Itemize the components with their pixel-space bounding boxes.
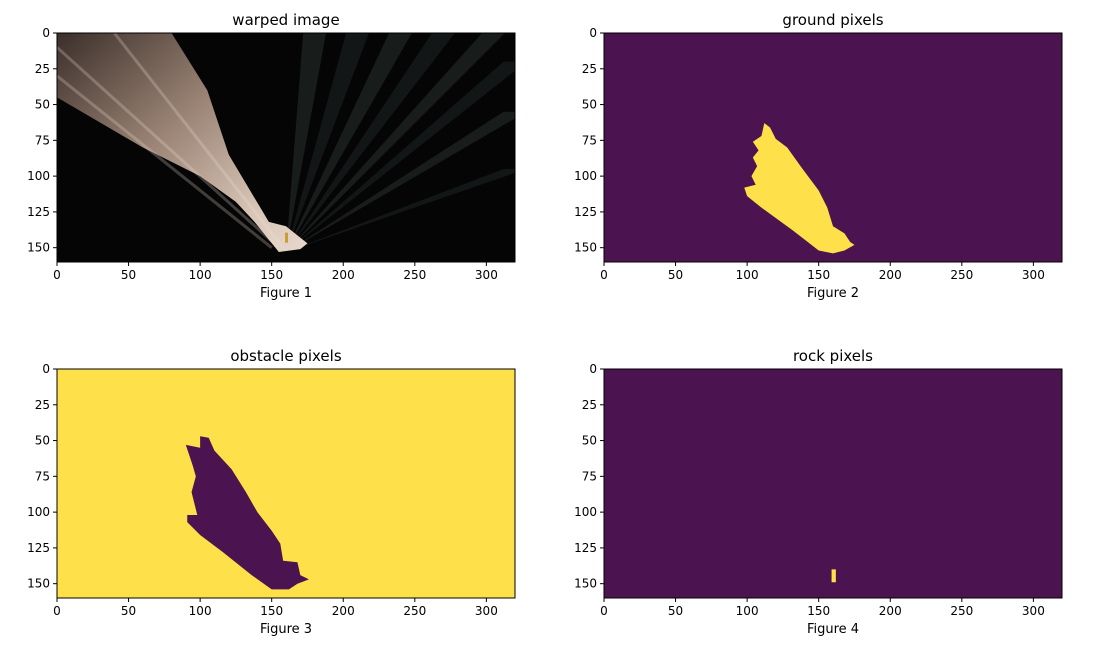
x-tick-label: 250 xyxy=(950,604,973,618)
x-tick-label: 100 xyxy=(736,604,759,618)
panel-1: warped image 0 50 100 150 200 250 300 0 25 50 75 100… xyxy=(27,11,516,301)
mask-region xyxy=(744,123,855,254)
y-tick-label: 100 xyxy=(27,505,50,519)
x-tick-label: 300 xyxy=(475,604,498,618)
x-tick-label: 100 xyxy=(189,604,212,618)
x-tick-label: 250 xyxy=(403,604,426,618)
x-tick-label: 50 xyxy=(121,604,136,618)
y-tick-label: 150 xyxy=(574,577,597,591)
x-tick-label: 200 xyxy=(879,268,902,282)
y-tick-label: 50 xyxy=(35,98,50,112)
x-tick-label: 100 xyxy=(736,268,759,282)
ray-2 xyxy=(286,33,370,252)
ray-1 xyxy=(286,33,327,252)
y-tick-label: 100 xyxy=(27,169,50,183)
plot-area xyxy=(604,33,1062,262)
x-tick-label: 0 xyxy=(53,604,61,618)
mask-background xyxy=(604,369,1062,598)
plot-area xyxy=(57,369,515,598)
y-tick-label: 75 xyxy=(35,469,50,483)
terrain-streak-3 xyxy=(57,74,273,249)
y-tick-label: 75 xyxy=(582,133,597,147)
chart-title: rock pixels xyxy=(793,347,873,365)
plot-area xyxy=(604,369,1062,598)
y-tick-label: 125 xyxy=(27,205,50,219)
x-tick-label: 150 xyxy=(260,268,283,282)
terrain-wedge xyxy=(57,33,308,252)
x-tick-label: 50 xyxy=(668,268,683,282)
y-tick-label: 25 xyxy=(582,398,597,412)
y-tick-label: 25 xyxy=(35,62,50,76)
x-tick-label: 50 xyxy=(668,604,683,618)
mask-background xyxy=(604,33,1062,262)
chart-title: warped image xyxy=(232,11,339,29)
y-tick-label: 150 xyxy=(574,241,597,255)
plot-area xyxy=(57,33,515,262)
x-tick-label: 0 xyxy=(600,604,608,618)
x-axis-label: Figure 3 xyxy=(260,622,312,637)
x-tick-label: 50 xyxy=(121,268,136,282)
ray-8 xyxy=(286,168,515,252)
mask-region xyxy=(185,436,309,590)
x-tick-label: 300 xyxy=(1022,268,1045,282)
chart-title: obstacle pixels xyxy=(230,347,341,365)
x-tick-label: 250 xyxy=(403,268,426,282)
y-tick-label: 50 xyxy=(582,98,597,112)
terrain-streak-2 xyxy=(113,33,285,249)
y-tick-label: 150 xyxy=(27,241,50,255)
y-tick-label: 75 xyxy=(582,469,597,483)
x-tick-label: 250 xyxy=(950,268,973,282)
y-tick-label: 0 xyxy=(42,26,50,40)
x-tick-label: 200 xyxy=(879,604,902,618)
x-axis-label: Figure 4 xyxy=(807,622,859,637)
panel-3: obstacle pixels 0 50 100 150 200 250 300 0 25 50 75… xyxy=(27,347,516,637)
panel-2: ground pixels 0 50 100 150 200 250 300 0 25 50 75 10… xyxy=(574,11,1063,301)
x-axis-label: Figure 1 xyxy=(260,286,312,301)
y-tick-label: 150 xyxy=(27,577,50,591)
x-tick-label: 200 xyxy=(332,268,355,282)
y-tick-label: 100 xyxy=(574,169,597,183)
x-tick-label: 150 xyxy=(260,604,283,618)
panel-4: rock pixels 0 50 100 150 200 250 300 0 25 50 75 100 1… xyxy=(574,347,1063,637)
ray-4 xyxy=(286,33,455,252)
mask-background xyxy=(57,369,515,598)
ray-7 xyxy=(286,111,515,252)
y-tick-label: 100 xyxy=(574,505,597,519)
y-tick-label: 50 xyxy=(35,434,50,448)
y-tick-label: 25 xyxy=(35,398,50,412)
y-tick-label: 125 xyxy=(574,541,597,555)
y-tick-label: 75 xyxy=(35,133,50,147)
axes-frame xyxy=(603,368,1063,599)
x-tick-label: 0 xyxy=(600,268,608,282)
x-tick-label: 150 xyxy=(807,604,830,618)
x-tick-label: 300 xyxy=(1022,604,1045,618)
x-tick-label: 200 xyxy=(332,604,355,618)
chart-title: ground pixels xyxy=(782,11,883,29)
x-tick-label: 150 xyxy=(807,268,830,282)
ray-3 xyxy=(286,33,412,252)
mask-region xyxy=(831,569,836,583)
rock-speck xyxy=(285,232,288,243)
y-tick-label: 125 xyxy=(27,541,50,555)
x-tick-label: 300 xyxy=(475,268,498,282)
ray-5 xyxy=(286,33,505,252)
y-tick-label: 0 xyxy=(42,362,50,376)
x-tick-label: 0 xyxy=(53,268,61,282)
y-tick-label: 0 xyxy=(589,26,597,40)
axes-frame xyxy=(56,368,516,599)
axes-frame xyxy=(56,32,516,263)
y-tick-label: 125 xyxy=(574,205,597,219)
x-tick-label: 100 xyxy=(189,268,212,282)
y-tick-label: 0 xyxy=(589,362,597,376)
y-tick-label: 50 xyxy=(582,434,597,448)
terrain-streak-1 xyxy=(57,46,280,249)
y-tick-label: 25 xyxy=(582,62,597,76)
ray-6 xyxy=(286,61,515,252)
axes-frame xyxy=(603,32,1063,263)
x-axis-label: Figure 2 xyxy=(807,286,859,301)
